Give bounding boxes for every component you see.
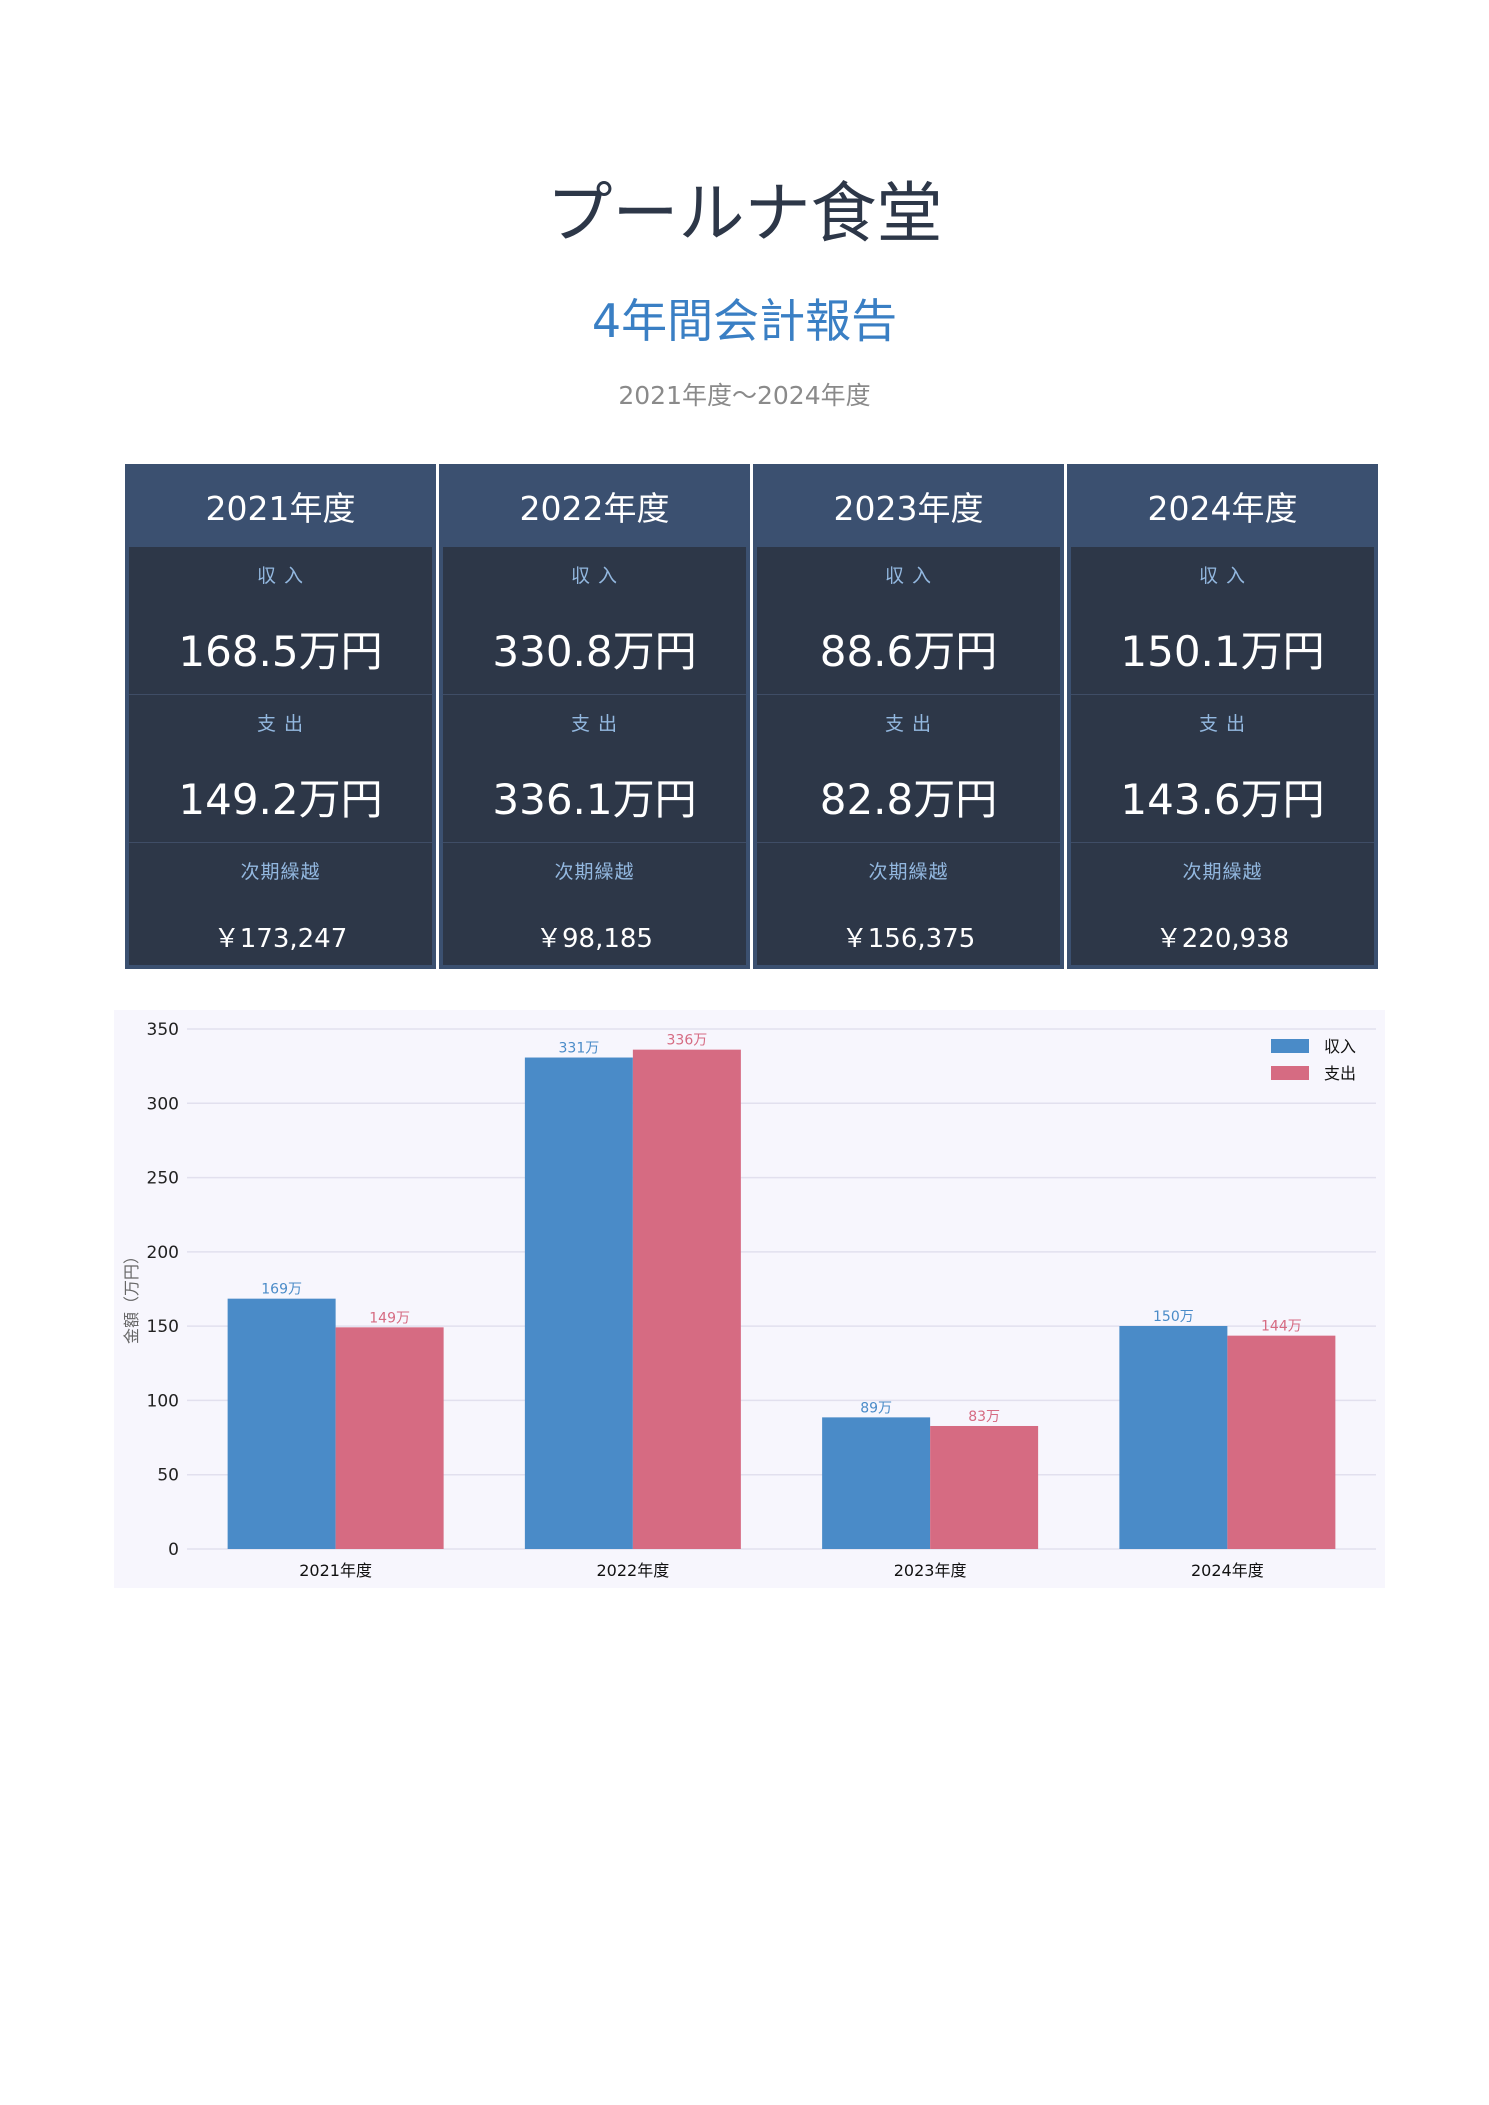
expense-value: 143.6万円: [1120, 775, 1325, 824]
bar-data-label: 149万: [369, 1310, 410, 1326]
income-label: 収 入: [256, 565, 305, 587]
year-summary-cards: 2021年度 収 入 168.5万円 支 出 149.2万円 次期繰越 ￥173,24…: [125, 464, 1378, 969]
x-tick-label: 2021年度: [299, 1561, 372, 1580]
bar-income: [227, 1298, 336, 1549]
legend-label: 支出: [1324, 1064, 1356, 1083]
income-value: 330.8万円: [492, 627, 697, 676]
bar-income: [524, 1057, 633, 1549]
x-tick-label: 2022年度: [597, 1561, 670, 1580]
legend-swatch: [1271, 1066, 1309, 1080]
income-expense-chart: 0 50 100 150 200 250 300 350 金額（万円） 169万 149万 2021年…: [114, 1010, 1385, 1588]
legend-swatch: [1271, 1039, 1309, 1053]
legend-label: 収入: [1324, 1037, 1356, 1056]
bar-data-label: 89万: [860, 1400, 892, 1416]
bar-data-label: 83万: [968, 1409, 1000, 1425]
bar-data-label: 150万: [1153, 1309, 1194, 1325]
y-tick-label: 200: [147, 1243, 179, 1263]
carry-label: 次期繰越: [554, 861, 635, 883]
expense-label: 支 出: [884, 713, 933, 735]
income-label: 収 入: [884, 565, 933, 587]
expense-value: 149.2万円: [178, 775, 383, 824]
expense-value: 82.8万円: [819, 775, 998, 824]
income-value: 150.1万円: [1120, 627, 1325, 676]
carry-label: 次期繰越: [868, 861, 949, 883]
carry-value: ￥220,938: [1155, 924, 1290, 954]
y-tick-label: 350: [147, 1020, 179, 1040]
y-tick-label: 250: [147, 1169, 179, 1189]
bar-chart-svg: 0 50 100 150 200 250 300 350 金額（万円） 169万 149万 2021年…: [122, 1020, 1376, 1580]
card-year: 2023年度: [833, 488, 984, 528]
bar-expense: [930, 1425, 1039, 1549]
bar-income: [1119, 1325, 1228, 1549]
bar-data-label: 169万: [261, 1282, 302, 1298]
expense-value: 336.1万円: [492, 775, 697, 824]
x-tick-label: 2024年度: [1191, 1561, 1264, 1580]
expense-label: 支 出: [1198, 713, 1247, 735]
page-title: プールナ食堂: [546, 175, 943, 252]
carry-label: 次期繰越: [1182, 861, 1263, 883]
income-value: 168.5万円: [178, 627, 383, 676]
year-card-2024: 2024年度 収 入 150.1万円 支 出 143.6万円 次期繰越 ￥220,93…: [1067, 464, 1378, 969]
carry-value: ￥156,375: [841, 924, 976, 954]
bar-expense: [632, 1049, 741, 1549]
expense-label: 支 出: [570, 713, 619, 735]
y-axis-title: 金額（万円）: [122, 1248, 141, 1344]
year-card-2021: 2021年度 収 入 168.5万円 支 出 149.2万円 次期繰越 ￥173,24…: [125, 464, 436, 969]
bar-expense: [335, 1327, 444, 1549]
income-value: 88.6万円: [819, 627, 998, 676]
carry-value: ￥173,247: [213, 924, 348, 954]
income-label: 収 入: [570, 565, 619, 587]
y-tick-label: 150: [147, 1317, 179, 1337]
y-tick-label: 300: [147, 1094, 179, 1114]
y-tick-label: 0: [168, 1540, 179, 1560]
bar-data-label: 144万: [1261, 1319, 1302, 1335]
x-tick-label: 2023年度: [894, 1561, 967, 1580]
bar-expense: [1227, 1335, 1336, 1549]
card-year: 2021年度: [205, 488, 356, 528]
expense-label: 支 出: [256, 713, 305, 735]
card-year: 2024年度: [1147, 488, 1298, 528]
carry-label: 次期繰越: [240, 861, 321, 883]
carry-value: ￥98,185: [536, 924, 653, 954]
bar-data-label: 331万: [559, 1041, 600, 1057]
y-tick-label: 50: [157, 1466, 179, 1486]
y-tick-label: 100: [147, 1391, 179, 1411]
bar-income: [822, 1417, 931, 1549]
bar-data-label: 336万: [667, 1033, 708, 1049]
report-subtitle: 4年間会計報告: [591, 294, 898, 348]
income-label: 収 入: [1198, 565, 1247, 587]
card-year: 2022年度: [519, 488, 670, 528]
year-card-2022: 2022年度 収 入 330.8万円 支 出 336.1万円 次期繰越 ￥98,185: [439, 464, 750, 969]
report-period: 2021年度～2024年度: [618, 381, 871, 410]
year-card-2023: 2023年度 収 入 88.6万円 支 出 82.8万円 次期繰越 ￥156,375: [753, 464, 1064, 969]
